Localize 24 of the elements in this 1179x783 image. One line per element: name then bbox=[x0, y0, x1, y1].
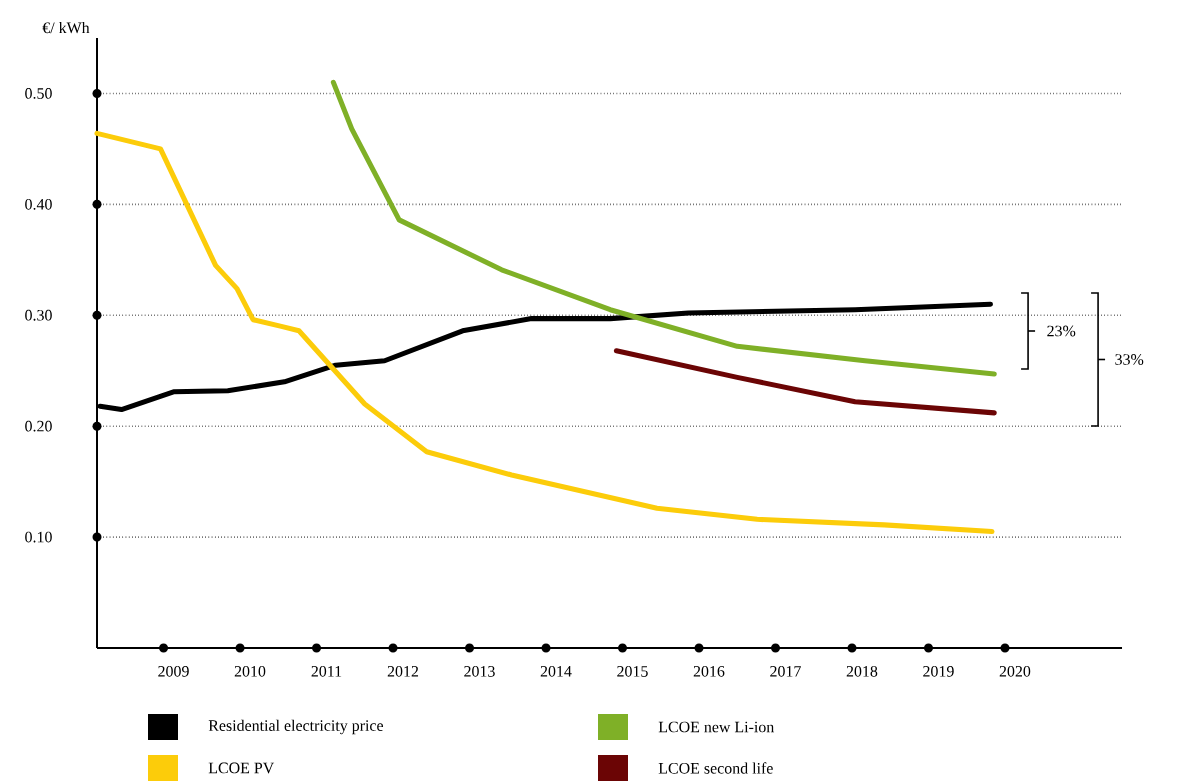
y-axis-title: €/ kWh bbox=[42, 22, 90, 34]
y-tick-label: 0.20 bbox=[25, 420, 52, 432]
x-tick-label: 2020 bbox=[999, 665, 1031, 677]
x-tick-label: 2016 bbox=[693, 665, 725, 677]
x-tick-label: 2017 bbox=[770, 665, 801, 677]
legend-label: LCOE second life bbox=[658, 762, 773, 774]
x-tick-label: 2014 bbox=[540, 665, 572, 677]
y-tick-label: 0.40 bbox=[25, 198, 52, 210]
annotation: 23% bbox=[1047, 325, 1076, 337]
legend-label: Residential electricity price bbox=[208, 719, 384, 735]
y-tick-label: 0.30 bbox=[25, 309, 52, 321]
y-tick-label: 0.10 bbox=[25, 531, 52, 543]
legend-label: LCOE new Li-ion bbox=[658, 721, 775, 733]
legend-label: LCOE PV bbox=[208, 762, 275, 774]
x-tick-label: 2010 bbox=[234, 665, 266, 677]
x-tick-label: 2018 bbox=[846, 665, 878, 677]
y-tick-label: 0.50 bbox=[25, 88, 52, 99]
annotation: 33% bbox=[1115, 354, 1144, 365]
x-tick-label: 2012 bbox=[387, 665, 419, 677]
x-tick-label: 2015 bbox=[617, 665, 648, 677]
x-tick-label: 2011 bbox=[311, 665, 342, 677]
x-tick-label: 2009 bbox=[158, 665, 189, 677]
x-tick-label: 2013 bbox=[464, 665, 495, 677]
x-tick-label: 2019 bbox=[923, 665, 954, 677]
